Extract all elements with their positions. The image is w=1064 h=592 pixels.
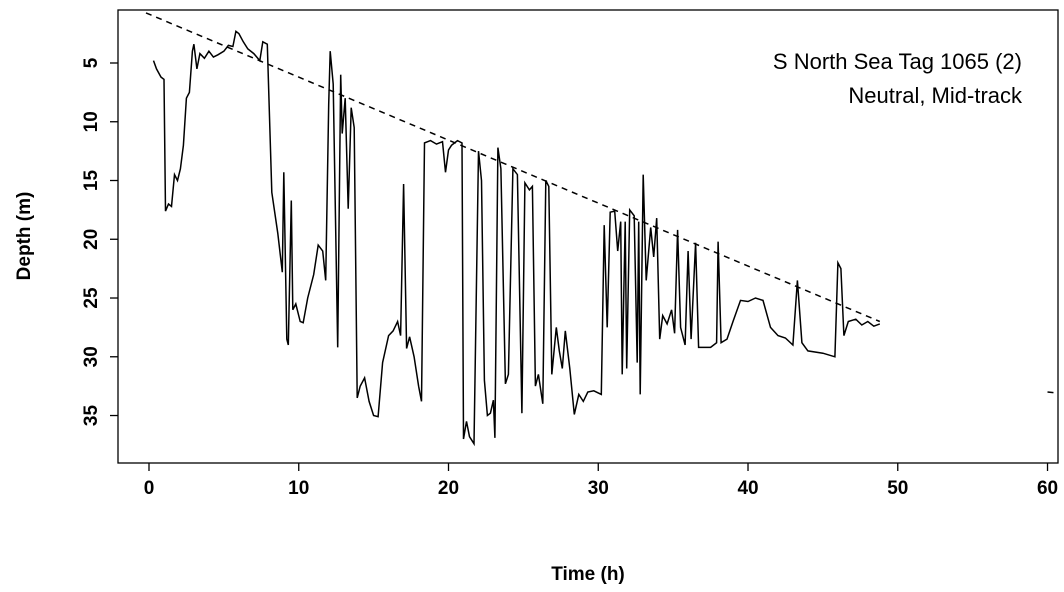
y-axis-label: Depth (m) [14,192,35,281]
y-tick-label: 35 [81,405,102,427]
x-tick-label: 60 [1037,478,1058,499]
x-tick-label: 40 [737,478,758,499]
x-tick-label: 30 [588,478,609,499]
plot-frame [117,9,1059,464]
x-tick-label: 10 [288,478,309,499]
y-tick-label: 10 [81,111,102,132]
data-line [152,29,881,447]
y-tick-label: 30 [81,346,102,367]
annotation: S North Sea Tag 1065 (2) [773,49,1022,74]
x-tick-label: 20 [438,478,459,499]
x-axis-label: Time (h) [551,564,625,585]
y-tick-label: 15 [81,170,102,192]
trend-line [145,12,1058,394]
x-tick-label: 0 [144,478,155,499]
y-tick-label: 5 [81,57,102,68]
y-tick-label: 20 [81,229,102,250]
x-tick-label: 50 [887,478,908,499]
y-tick-label: 25 [81,287,102,309]
annotation: Neutral, Mid-track [848,83,1023,108]
